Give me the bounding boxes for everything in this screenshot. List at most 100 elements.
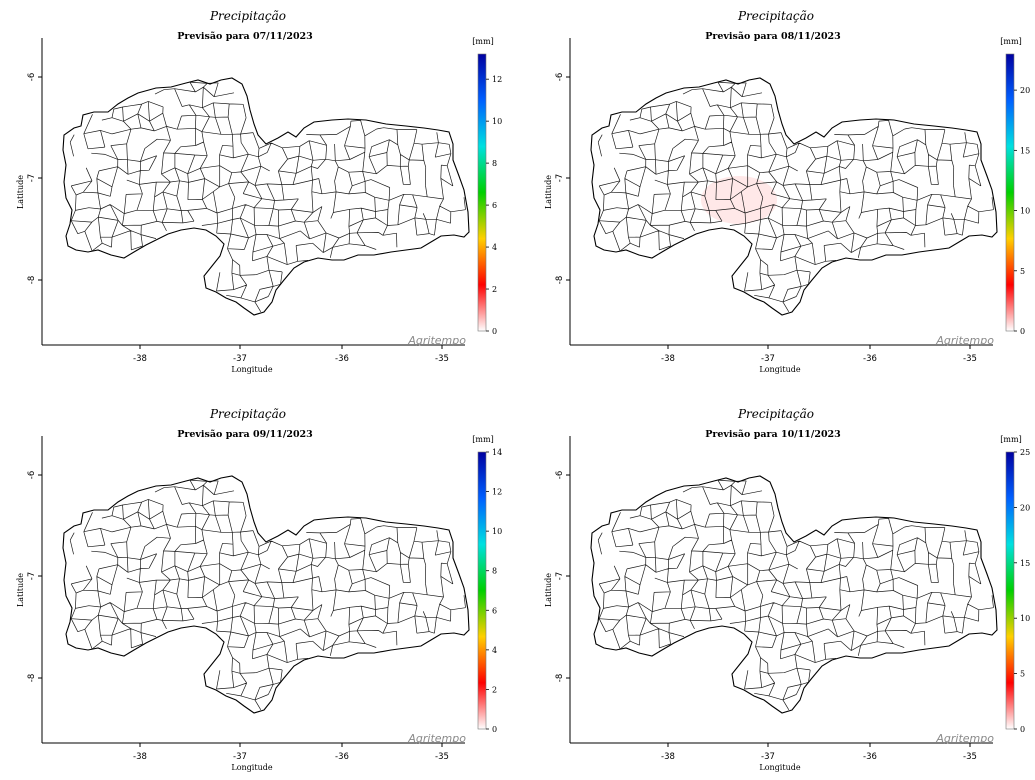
rain-overlay	[701, 176, 777, 224]
colorbar-unit: [mm]	[1000, 435, 1021, 444]
colorbar-tick-label: 0	[1020, 327, 1025, 336]
colorbar	[477, 53, 487, 332]
y-axis-title: Latitude	[544, 175, 553, 209]
colorbar	[1005, 53, 1015, 332]
colorbar-tick-label: 4	[492, 243, 497, 252]
map-panel-4: Precipitação Previsão para 10/11/2023 -38 -…	[544, 407, 1030, 772]
x-tick-label: -38	[133, 354, 147, 364]
colorbar-tick-label: 15	[1020, 559, 1030, 568]
municipal-boundaries	[597, 81, 994, 312]
paraiba-map	[590, 475, 998, 714]
y-tick-label: -8	[27, 276, 37, 284]
colorbar-tick-label: 20	[1020, 503, 1030, 512]
panel-title: Precipitação	[737, 9, 814, 23]
colorbar-tick-label: 4	[492, 646, 497, 655]
colorbar-tick-label: 12	[492, 488, 502, 497]
colorbar-tick-label: 10	[1020, 207, 1030, 216]
paraiba-map	[590, 77, 998, 316]
state-border	[62, 77, 470, 316]
y-tick-label: -6	[555, 471, 565, 479]
y-axis-title: Latitude	[544, 573, 553, 607]
y-tick-label: -8	[555, 276, 565, 284]
y-tick-label: -6	[27, 471, 37, 479]
state-fill	[63, 476, 469, 713]
x-axis-title: Longitude	[231, 763, 272, 772]
y-tick-label: -7	[27, 174, 37, 182]
y-tick-label: -7	[555, 174, 565, 182]
colorbar-tick-label: 5	[1020, 267, 1025, 276]
panel-title: Precipitação	[209, 9, 286, 23]
colorbar-tick-label: 0	[492, 327, 497, 336]
colorbar-tick-label: 2	[492, 685, 497, 694]
colorbar-tick-label: 2	[492, 285, 497, 294]
colorbar-tick-label: 6	[492, 201, 497, 210]
y-axis-title: Latitude	[16, 175, 25, 209]
colorbar-tick-label: 25	[1020, 448, 1030, 457]
x-tick-label: -36	[335, 354, 349, 364]
agritempo-logo: Agritempo	[935, 732, 994, 745]
colorbar-unit: [mm]	[1000, 37, 1021, 46]
state-fill	[63, 78, 469, 315]
x-axis-title: Longitude	[759, 763, 800, 772]
panel-subtitle: Previsão para 09/11/2023	[177, 429, 313, 440]
colorbar-tick-label: 10	[492, 527, 502, 536]
x-tick-label: -38	[661, 354, 675, 364]
colorbar-tick-label: 0	[1020, 725, 1025, 734]
colorbar	[1005, 451, 1015, 730]
x-tick-label: -35	[963, 752, 977, 762]
x-tick-label: -35	[963, 354, 977, 364]
y-tick-label: -7	[555, 572, 565, 580]
x-tick-label: -35	[435, 354, 449, 364]
municipal-boundaries	[597, 479, 994, 710]
colorbar-tick-label: 15	[1020, 146, 1030, 155]
map-panel-2: Precipitação Previsão para 08/11/2023 -38 -…	[544, 9, 1030, 374]
x-tick-label: -36	[335, 752, 349, 762]
y-axis-title: Latitude	[16, 573, 25, 607]
state-border	[590, 475, 998, 714]
x-axis-title: Longitude	[231, 365, 272, 374]
x-tick-label: -37	[761, 354, 775, 364]
x-tick-label: -37	[233, 354, 247, 364]
y-tick-label: -8	[555, 674, 565, 682]
y-tick-label: -6	[27, 73, 37, 81]
y-tick-label: -6	[555, 73, 565, 81]
panel-title: Precipitação	[209, 407, 286, 421]
state-fill	[591, 476, 997, 713]
paraiba-map	[62, 77, 470, 316]
colorbar-tick-label: 20	[1020, 86, 1030, 95]
colorbar-tick-label: 12	[492, 75, 502, 84]
x-tick-label: -37	[761, 752, 775, 762]
x-tick-label: -38	[661, 752, 675, 762]
agritempo-logo: Agritempo	[935, 334, 994, 347]
municipal-boundaries	[69, 81, 466, 312]
colorbar-tick-label: 10	[1020, 614, 1030, 623]
paraiba-map	[62, 475, 470, 714]
map-panel-3: Precipitação Previsão para 09/11/2023 -38 -…	[16, 407, 502, 772]
colorbar-tick-label: 8	[492, 159, 497, 168]
x-tick-label: -37	[233, 752, 247, 762]
agritempo-logo: Agritempo	[407, 334, 466, 347]
x-tick-label: -35	[435, 752, 449, 762]
colorbar-tick-label: 0	[492, 725, 497, 734]
colorbar-tick-label: 10	[492, 117, 502, 126]
panel-subtitle: Previsão para 10/11/2023	[705, 429, 841, 440]
panel-title: Precipitação	[737, 407, 814, 421]
colorbar-tick-label: 14	[492, 448, 502, 457]
colorbar-unit: [mm]	[472, 435, 493, 444]
state-border	[590, 77, 998, 316]
colorbar	[477, 451, 487, 730]
x-tick-label: -36	[863, 354, 877, 364]
colorbar-tick-label: 8	[492, 567, 497, 576]
state-border	[62, 475, 470, 714]
panel-subtitle: Previsão para 08/11/2023	[705, 31, 841, 42]
colorbar-tick-label: 6	[492, 606, 497, 615]
x-tick-label: -36	[863, 752, 877, 762]
panel-subtitle: Previsão para 07/11/2023	[177, 31, 313, 42]
municipal-boundaries	[69, 479, 466, 710]
y-tick-label: -7	[27, 572, 37, 580]
colorbar-tick-label: 5	[1020, 670, 1025, 679]
map-panel-1: Precipitação Previsão para 07/11/2023 -38 -…	[16, 9, 502, 374]
y-tick-label: -8	[27, 674, 37, 682]
x-tick-label: -38	[133, 752, 147, 762]
